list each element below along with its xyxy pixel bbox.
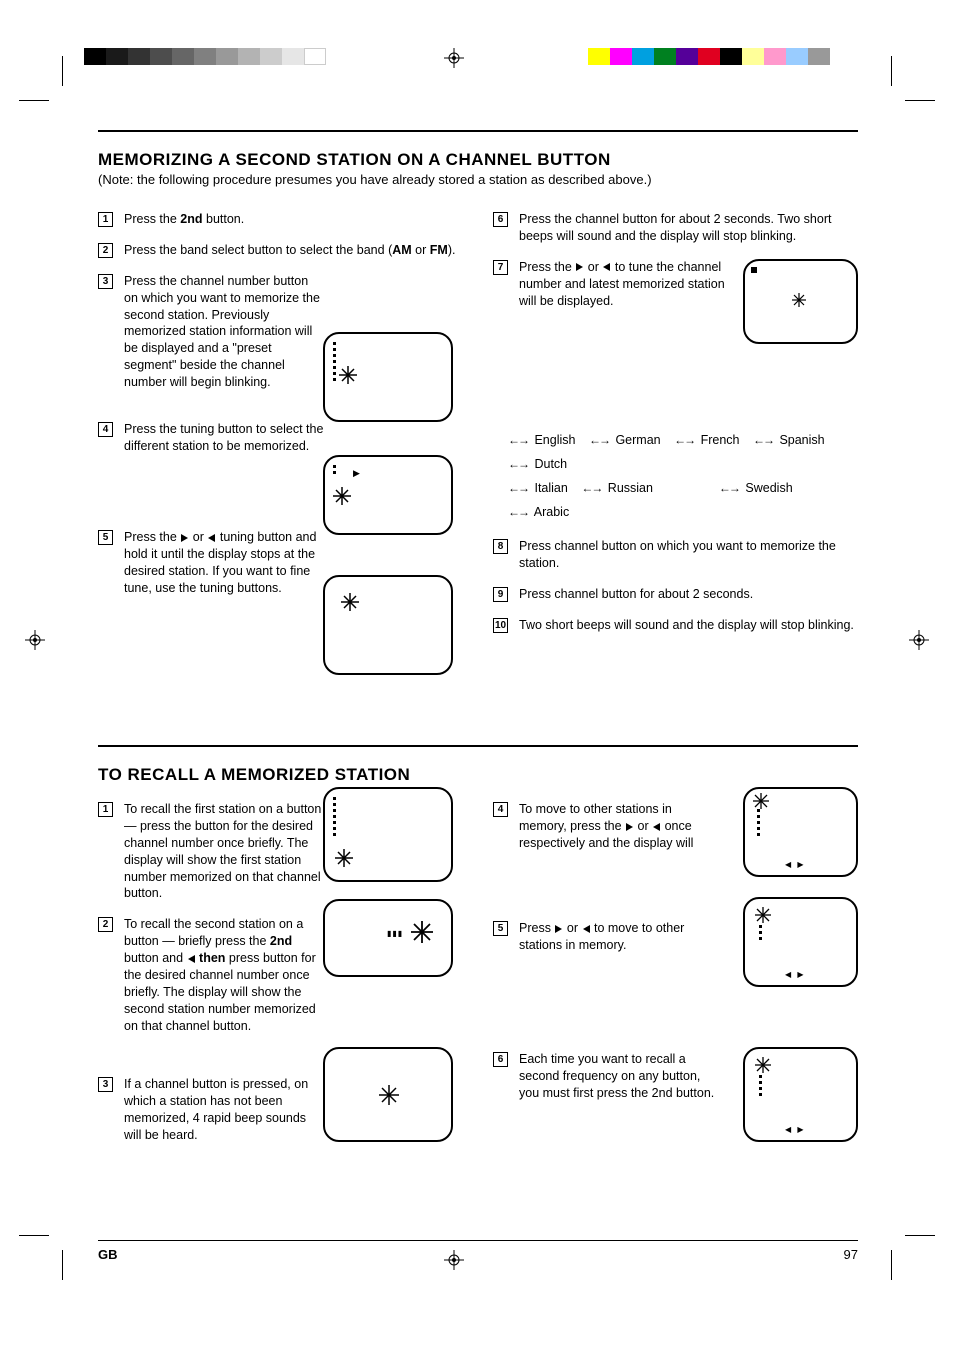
divider bbox=[98, 745, 858, 747]
step-number-box: 2 bbox=[98, 243, 113, 258]
page-content: MEMORIZING A SECOND STATION ON A CHANNEL… bbox=[98, 130, 858, 1217]
column-right: 4 To move to other stations in memory, p… bbox=[493, 787, 858, 1217]
nav-arrows-icon: ◀ ▶ bbox=[785, 1125, 806, 1134]
step-text: Press the or to tune the channel number … bbox=[519, 259, 729, 310]
registration-mark-icon bbox=[909, 630, 929, 650]
step-number-box: 3 bbox=[98, 274, 113, 289]
triangle-right-icon bbox=[576, 263, 583, 271]
column-left: 1 Press the 2nd button. 2 Press the band… bbox=[98, 197, 463, 717]
step-text: Two short beeps will sound and the displ… bbox=[519, 618, 854, 632]
screen-illustration bbox=[323, 575, 453, 675]
step-text: Press the tuning button to select the di… bbox=[124, 421, 324, 455]
screen-illustration bbox=[323, 787, 453, 882]
registration-mark-icon bbox=[444, 48, 464, 68]
section-title: MEMORIZING A SECOND STATION ON A CHANNEL… bbox=[98, 150, 858, 170]
step-10: 10 Two short beeps will sound and the di… bbox=[493, 617, 858, 634]
nav-arrows-icon: ◀ ▶ bbox=[785, 860, 806, 869]
step-1: 1 Press the 2nd button. bbox=[98, 211, 463, 228]
screen-illustration: ▮▮▮ bbox=[323, 899, 453, 977]
color-calibration-bar bbox=[588, 48, 830, 65]
step-text: To move to other stations in memory, pre… bbox=[519, 801, 719, 852]
column-left: 1 To recall the first station on a butto… bbox=[98, 787, 463, 1217]
crop-mark bbox=[905, 100, 935, 101]
step-text: Press the channel button for about 2 sec… bbox=[519, 212, 831, 243]
step-number-box: 10 bbox=[493, 618, 508, 633]
triangle-right-icon bbox=[626, 823, 633, 831]
crop-mark bbox=[19, 100, 49, 101]
step-text: Press or to move to other stations in me… bbox=[519, 920, 719, 954]
step-number-box: 7 bbox=[493, 260, 508, 275]
step-number-box: 1 bbox=[98, 212, 113, 227]
step-text: Press the or tuning button and hold it u… bbox=[124, 529, 324, 597]
crop-mark bbox=[62, 1250, 63, 1280]
step-number-box: 9 bbox=[493, 587, 508, 602]
screen-illustration bbox=[323, 332, 453, 422]
screen-illustration: ▶ bbox=[323, 455, 453, 535]
triangle-left-icon bbox=[583, 925, 590, 933]
step-number-box: 2 bbox=[98, 917, 113, 932]
footer-lang: GB bbox=[98, 1247, 118, 1262]
triangle-right-icon: ▶ bbox=[353, 468, 360, 479]
column-right: 6 Press the channel button for about 2 s… bbox=[493, 197, 858, 717]
step-number-box: 8 bbox=[493, 539, 508, 554]
step-number-box: 5 bbox=[493, 921, 508, 936]
dot-icon bbox=[751, 267, 757, 273]
screen-illustration: ◀ ▶ bbox=[743, 1047, 858, 1142]
crop-mark bbox=[19, 1235, 49, 1236]
step-text: Press the 2nd button. bbox=[124, 212, 244, 226]
step-number-box: 1 bbox=[98, 802, 113, 817]
step-6: 6 Press the channel button for about 2 s… bbox=[493, 211, 858, 245]
step-8: 8 Press channel button on which you want… bbox=[493, 538, 858, 572]
step-text: Press the band select button to select t… bbox=[124, 243, 455, 257]
screen-illustration bbox=[743, 259, 858, 344]
triangle-left-icon bbox=[208, 534, 215, 542]
triangle-right-icon bbox=[181, 534, 188, 542]
step-text: To recall the second station on a button… bbox=[124, 916, 324, 1034]
crop-mark bbox=[62, 56, 63, 86]
step-2: 2 Press the band select button to select… bbox=[98, 242, 463, 259]
footer-page-number: 97 bbox=[844, 1247, 858, 1262]
step-9: 9 Press channel button for about 2 secon… bbox=[493, 586, 858, 603]
step-number-box: 5 bbox=[98, 530, 113, 545]
screen-illustration: ◀ ▶ bbox=[743, 787, 858, 877]
step-text: To recall the first station on a button … bbox=[124, 801, 324, 902]
page-footer: GB 97 bbox=[98, 1232, 858, 1262]
nav-arrows-icon: ◀ ▶ bbox=[785, 970, 806, 979]
segment-icon: ▮▮▮ bbox=[387, 929, 403, 938]
triangle-right-icon bbox=[555, 925, 562, 933]
divider bbox=[98, 1240, 858, 1241]
crop-mark bbox=[905, 1235, 935, 1236]
section-subtitle: (Note: the following procedure presumes … bbox=[98, 172, 858, 187]
triangle-left-icon bbox=[653, 823, 660, 831]
step-text: Press channel button on which you want t… bbox=[519, 539, 836, 570]
step-number-box: 6 bbox=[493, 1052, 508, 1067]
step-number-box: 4 bbox=[493, 802, 508, 817]
crop-mark bbox=[891, 56, 892, 86]
screen-illustration bbox=[323, 1047, 453, 1142]
step-text: Each time you want to recall a second fr… bbox=[519, 1051, 719, 1102]
screen-illustration: ◀ ▶ bbox=[743, 897, 858, 987]
section-title: TO RECALL A MEMORIZED STATION bbox=[98, 765, 858, 785]
triangle-left-icon bbox=[603, 263, 610, 271]
step-number-box: 3 bbox=[98, 1077, 113, 1092]
language-cycle: ←→ English ←→ German ←→ French ←→ Spanis… bbox=[508, 429, 858, 524]
step-number-box: 4 bbox=[98, 422, 113, 437]
step-number-box: 6 bbox=[493, 212, 508, 227]
step-text: Press the channel number button on which… bbox=[124, 273, 324, 391]
crop-mark bbox=[891, 1250, 892, 1280]
grayscale-calibration-bar bbox=[84, 48, 326, 65]
step-text: If a channel button is pressed, on which… bbox=[124, 1076, 324, 1144]
registration-mark-icon bbox=[25, 630, 45, 650]
divider bbox=[98, 130, 858, 132]
triangle-left-icon bbox=[188, 955, 195, 963]
step-text: Press channel button for about 2 seconds… bbox=[519, 587, 753, 601]
